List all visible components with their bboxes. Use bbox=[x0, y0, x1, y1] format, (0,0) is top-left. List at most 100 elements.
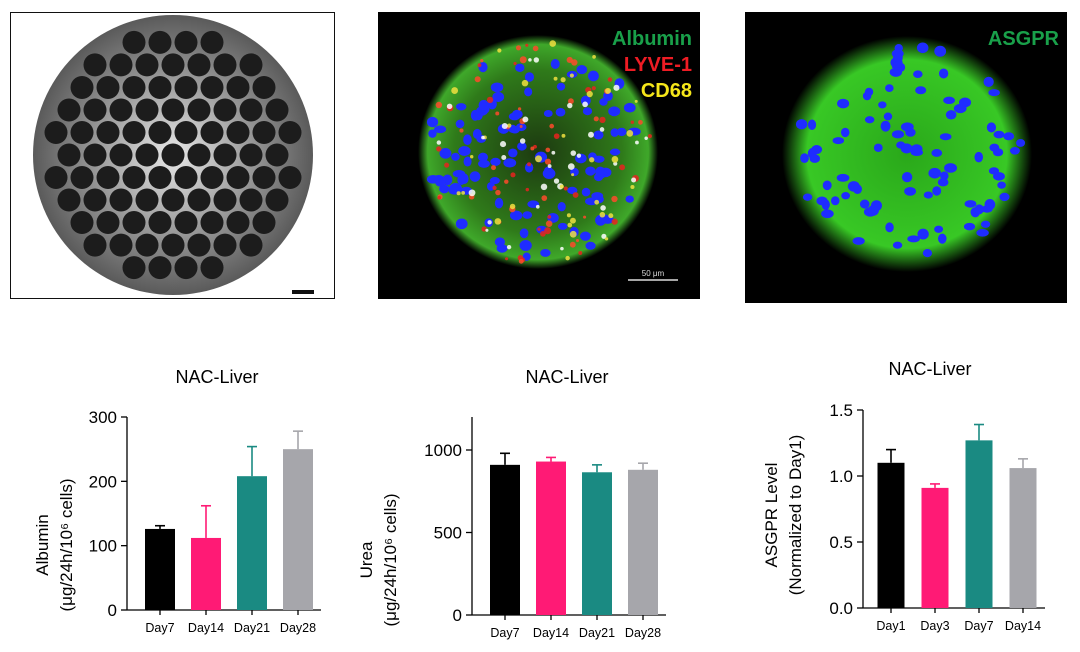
marker-speck bbox=[474, 76, 481, 83]
nucleus bbox=[997, 181, 1006, 189]
microwell bbox=[239, 143, 263, 167]
bar bbox=[582, 472, 612, 615]
nucleus bbox=[984, 199, 996, 211]
y-tick-label: 0.0 bbox=[829, 599, 853, 618]
x-category-label: Day7 bbox=[964, 619, 993, 633]
marker-speck bbox=[486, 96, 494, 104]
marker-speck bbox=[631, 177, 637, 183]
nucleus bbox=[625, 195, 634, 203]
nuclei-dots bbox=[795, 42, 1026, 258]
nucleus bbox=[595, 214, 607, 226]
microwell bbox=[265, 188, 289, 212]
nucleus bbox=[1003, 132, 1015, 141]
nucleus bbox=[593, 130, 604, 140]
marker-speck bbox=[626, 130, 634, 137]
marker-speck bbox=[435, 101, 443, 109]
y-axis-label-line1: Albumin bbox=[33, 514, 52, 575]
marker-speck bbox=[553, 133, 560, 140]
nucleus bbox=[524, 162, 534, 173]
marker-speck bbox=[544, 227, 552, 235]
nucleus bbox=[878, 101, 887, 109]
nucleus bbox=[609, 148, 621, 156]
nucleus bbox=[900, 122, 914, 132]
nuclei-dots bbox=[426, 40, 652, 264]
marker-speck bbox=[525, 43, 529, 47]
marker-speck bbox=[528, 58, 532, 62]
marker-speck bbox=[561, 133, 566, 138]
nucleus bbox=[470, 109, 480, 121]
microwell bbox=[122, 166, 146, 190]
microwell bbox=[122, 120, 146, 144]
marker-speck bbox=[461, 191, 466, 195]
y-axis-label-line1: ASGPR Level bbox=[762, 463, 781, 568]
microwell bbox=[161, 233, 185, 257]
nucleus bbox=[428, 129, 437, 138]
microwell bbox=[83, 98, 107, 122]
nucleus bbox=[494, 237, 506, 247]
marker-label-cd68: CD68 bbox=[640, 80, 692, 102]
microwell bbox=[187, 53, 211, 77]
nucleus bbox=[992, 148, 1004, 157]
marker-speck bbox=[613, 161, 618, 166]
marker-label-albumin: Albumin bbox=[612, 28, 692, 50]
bar bbox=[1009, 468, 1037, 608]
marker-speck bbox=[568, 98, 574, 105]
nucleus bbox=[841, 192, 851, 200]
nucleus bbox=[974, 151, 984, 163]
nucleus bbox=[840, 127, 850, 138]
marker-speck bbox=[593, 116, 599, 122]
microwell bbox=[70, 120, 94, 144]
marker-speck bbox=[589, 157, 595, 163]
marker-speck bbox=[630, 120, 635, 124]
microwell bbox=[57, 143, 81, 167]
nucleus bbox=[822, 180, 832, 191]
albumin-bar-chart: NAC-Liver Albumin (μg/24h/10⁶ cells) 0 10… bbox=[33, 367, 321, 635]
y-tick-label: 1.5 bbox=[829, 401, 853, 420]
nucleus bbox=[492, 91, 505, 103]
nucleus bbox=[907, 235, 920, 243]
nucleus bbox=[944, 163, 958, 173]
nucleus bbox=[892, 241, 903, 249]
nucleus bbox=[795, 119, 808, 130]
nucleus bbox=[934, 45, 947, 57]
nucleus bbox=[931, 149, 943, 157]
nucleus bbox=[455, 103, 467, 111]
nucleus bbox=[544, 166, 553, 174]
nucleus bbox=[802, 193, 813, 201]
marker-speck bbox=[533, 57, 540, 63]
nucleus bbox=[463, 156, 472, 167]
nucleus bbox=[832, 137, 845, 145]
marker-speck bbox=[611, 156, 619, 163]
nucleus bbox=[540, 248, 551, 257]
marker-speck bbox=[515, 45, 522, 51]
nucleus bbox=[923, 191, 934, 199]
nucleus bbox=[616, 127, 627, 137]
nucleus bbox=[435, 179, 446, 187]
nucleus bbox=[986, 122, 997, 133]
nucleus bbox=[880, 120, 891, 132]
marker-speck bbox=[599, 211, 606, 218]
nucleus bbox=[922, 249, 933, 258]
nucleus bbox=[522, 211, 533, 219]
nucleus bbox=[980, 220, 991, 228]
microwell bbox=[200, 75, 224, 99]
marker-speck bbox=[572, 192, 579, 198]
nucleus bbox=[917, 228, 929, 240]
chart-title: NAC-Liver bbox=[525, 367, 608, 387]
marker-speck bbox=[446, 103, 453, 110]
marker-speck bbox=[545, 147, 551, 153]
nucleus bbox=[610, 128, 619, 137]
nucleus bbox=[508, 112, 521, 121]
bar bbox=[921, 487, 949, 608]
spheroid-fluorescence-image-2: ASGPR bbox=[745, 12, 1067, 303]
nucleus bbox=[550, 59, 560, 69]
microwell bbox=[187, 143, 211, 167]
microwell-plate-graphic bbox=[33, 15, 314, 295]
marker-speck bbox=[601, 233, 607, 239]
marker-speck bbox=[570, 217, 576, 224]
marker-speck bbox=[588, 131, 594, 138]
nucleus bbox=[964, 200, 977, 208]
microwell bbox=[44, 120, 68, 144]
nucleus bbox=[821, 209, 834, 219]
microwell bbox=[187, 188, 211, 212]
